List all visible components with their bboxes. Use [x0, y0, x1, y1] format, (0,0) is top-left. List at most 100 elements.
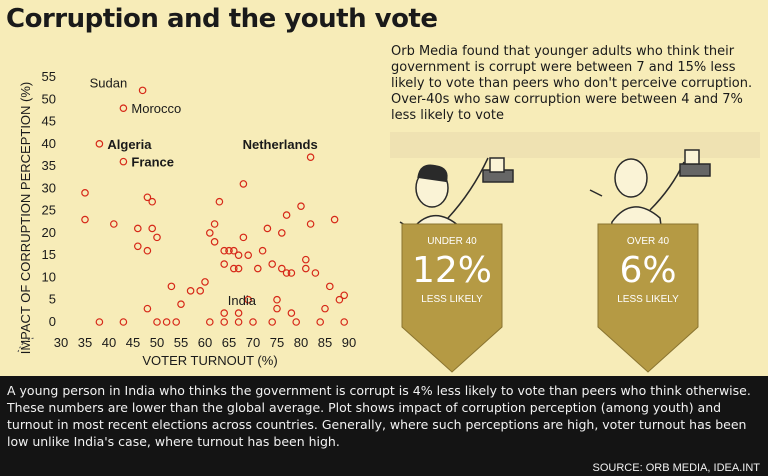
data-point	[95, 318, 104, 326]
data-point	[148, 197, 157, 206]
y-tick-label: 15	[42, 247, 56, 262]
badge-over-40-value: 6%	[619, 250, 676, 291]
data-point	[210, 220, 219, 228]
intro-text: Orb Media found that younger adults who …	[391, 44, 753, 123]
annotation-label: Netherlands	[243, 137, 318, 152]
data-point	[306, 153, 315, 161]
data-point	[220, 318, 229, 326]
data-point	[81, 215, 89, 224]
data-point	[138, 86, 147, 95]
data-point	[282, 211, 291, 219]
axis-corner-arrow	[17, 337, 35, 353]
data-point	[162, 318, 171, 326]
data-point	[287, 269, 296, 277]
y-axis-label: IMPACT OF CORRUPTION PERCEPTION (%)	[18, 82, 33, 355]
data-point	[119, 157, 128, 166]
data-point	[196, 287, 205, 295]
data-point	[148, 224, 157, 233]
data-point	[95, 140, 104, 148]
badge-under-40: UNDER 40 12% LESS LIKELY	[401, 223, 503, 373]
x-tick-label: 50	[150, 335, 164, 350]
badge-over-40-bottom: LESS LIKELY	[617, 294, 679, 305]
y-tick-label: 35	[42, 158, 56, 173]
x-tick-label: 70	[246, 335, 260, 350]
ballot-box-illustration-2	[679, 149, 711, 177]
x-tick-label: 85	[318, 335, 332, 350]
footer-text: A young person in India who thinks the g…	[7, 383, 751, 449]
data-point	[277, 264, 286, 273]
data-point	[273, 295, 281, 304]
data-point	[234, 318, 243, 326]
data-point	[220, 309, 229, 317]
data-point	[234, 251, 243, 259]
data-point	[230, 246, 238, 255]
data-point	[244, 295, 253, 304]
x-tick-label: 45	[126, 335, 140, 350]
data-point	[316, 318, 325, 326]
data-point	[110, 220, 118, 228]
annotation-label: India	[228, 293, 257, 308]
x-tick-label: 55	[174, 335, 188, 350]
data-point	[335, 295, 344, 304]
data-point	[249, 318, 257, 326]
footer: A young person in India who thinks the g…	[0, 376, 768, 476]
data-point	[167, 282, 176, 291]
ballot-box-illustration	[482, 157, 514, 183]
y-tick-label: 20	[42, 225, 56, 240]
data-point	[172, 318, 181, 326]
data-point	[153, 318, 161, 326]
data-point	[306, 220, 315, 228]
data-point	[292, 318, 301, 326]
data-point	[301, 264, 310, 273]
data-point	[81, 189, 89, 197]
y-tick-label: 5	[49, 292, 56, 307]
data-point	[273, 304, 281, 313]
y-tick-label: 40	[42, 136, 56, 151]
data-point	[340, 291, 349, 300]
data-point	[143, 304, 152, 313]
data-point	[230, 264, 238, 273]
data-point	[201, 278, 209, 286]
data-point	[143, 246, 152, 255]
x-tick-label: 90	[342, 335, 356, 350]
x-tick-label: 30	[54, 335, 68, 350]
data-point	[263, 224, 272, 233]
data-point	[234, 264, 243, 273]
data-point	[268, 318, 277, 326]
data-point	[277, 229, 286, 237]
data-point	[119, 104, 128, 112]
x-tick-label: 35	[78, 335, 92, 350]
badge-under-40-value: 12%	[412, 250, 492, 291]
data-point	[330, 215, 339, 224]
data-point	[119, 318, 128, 326]
data-point	[220, 260, 229, 268]
data-point	[244, 251, 253, 259]
data-point	[220, 246, 229, 255]
y-tick-label: 0	[49, 314, 56, 329]
y-tick-label: 25	[42, 203, 56, 218]
data-point	[258, 246, 267, 255]
annotation-label: Morocco	[131, 101, 181, 116]
y-tick-label: 30	[42, 180, 56, 195]
data-point	[134, 224, 142, 233]
data-point	[186, 287, 195, 295]
annotation-label: Algeria	[107, 137, 152, 152]
data-point	[282, 269, 291, 277]
data-point	[297, 202, 305, 210]
chart-title: Corruption and the youth vote	[6, 4, 438, 34]
x-axis-label: VOTER TURNOUT (%)	[142, 353, 277, 368]
data-point	[239, 233, 248, 242]
badge-over-40-top: OVER 40	[627, 236, 670, 247]
data-point	[143, 193, 152, 202]
data-point	[234, 309, 243, 317]
x-tick-label: 80	[294, 335, 308, 350]
badge-under-40-top: UNDER 40	[427, 236, 477, 247]
data-point	[311, 269, 320, 277]
data-point	[206, 318, 214, 326]
data-point	[153, 233, 161, 242]
data-point	[325, 282, 334, 291]
data-point	[215, 197, 224, 206]
x-tick-label: 40	[102, 335, 116, 350]
badge-over-40: OVER 40 6% LESS LIKELY	[597, 223, 699, 373]
